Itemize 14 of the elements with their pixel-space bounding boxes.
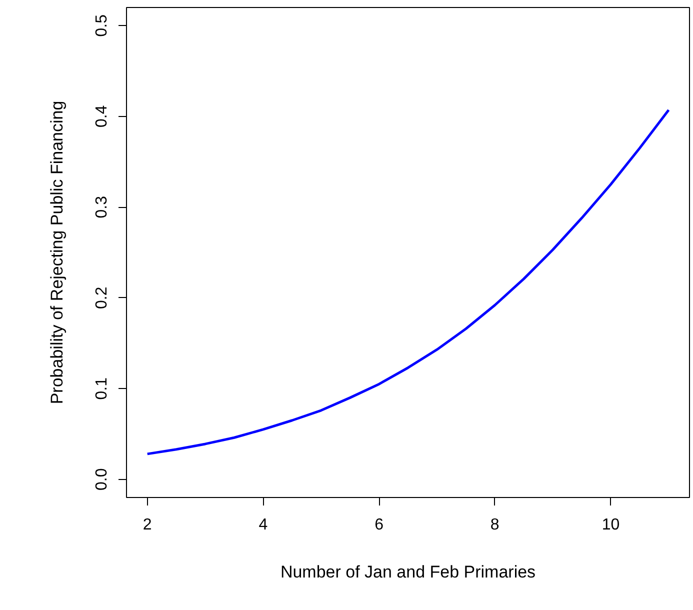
x-tick-label: 2 [142,516,152,534]
y-tick-label: 0.0 [94,468,110,490]
y-tick-label: 0.4 [94,105,110,128]
y-tick-label: 0.3 [94,196,110,218]
y-tick-label: 0.2 [94,286,110,309]
y-tick-label: 0.5 [94,14,110,37]
x-axis-title: Number of Jan and Feb Primaries [280,562,536,582]
line-series [146,108,670,456]
x-tick-label: 4 [258,516,268,534]
x-tick-label: 6 [374,516,384,534]
y-axis-title: Probability of Rejecting Public Financing [48,100,66,404]
y-tick-label: 0.1 [94,377,110,400]
x-tick-label: 8 [490,516,500,534]
x-tick-label: 10 [602,516,620,534]
